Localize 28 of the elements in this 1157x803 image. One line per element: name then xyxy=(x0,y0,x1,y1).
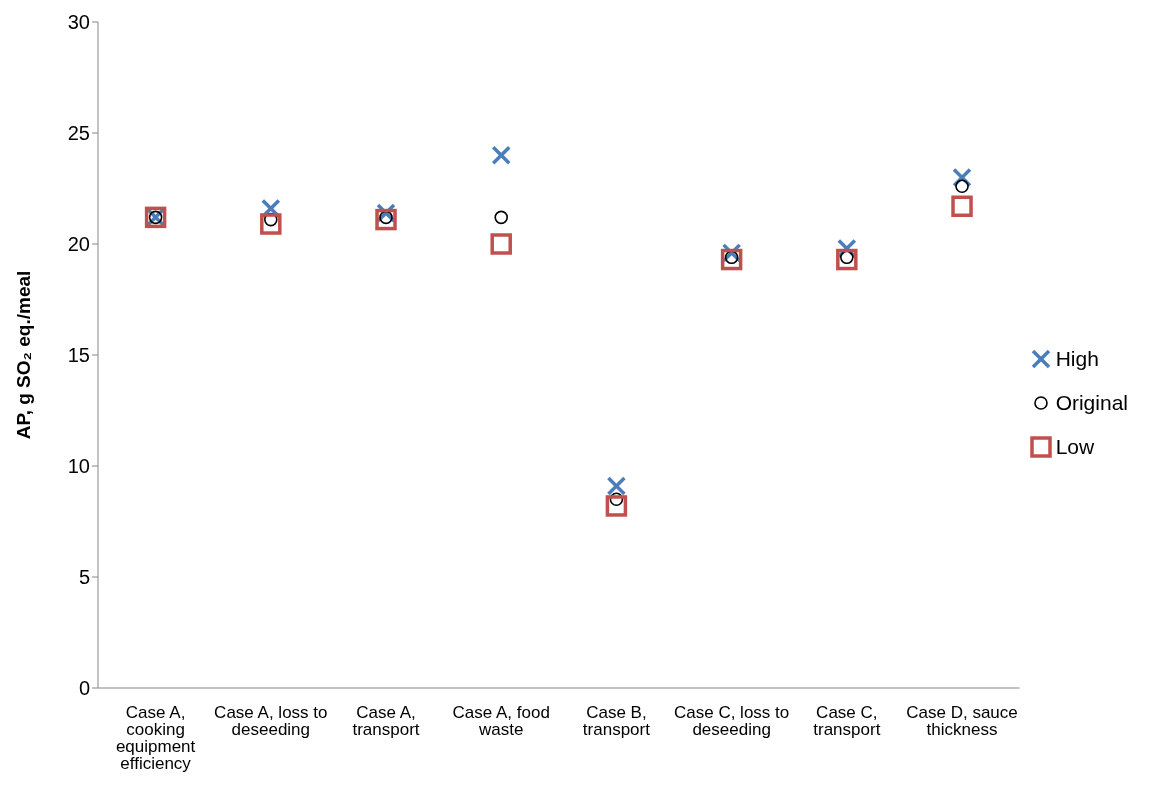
point xyxy=(494,210,509,225)
y-tick-label: 0 xyxy=(78,677,90,700)
x-tick-label: Case A, food waste xyxy=(452,703,550,740)
x-tick-label: Case A, cooking equipment efficiency xyxy=(115,703,196,774)
y-tick-label: 10 xyxy=(67,455,90,478)
legend-label: Low xyxy=(1055,435,1095,459)
y-tick-label: 20 xyxy=(67,233,90,256)
point xyxy=(490,233,512,255)
y-tick-label: 30 xyxy=(67,11,90,34)
legend-label: High xyxy=(1055,347,1099,371)
y-tick-label: 25 xyxy=(67,122,90,145)
x-tick-label: Case A, transport xyxy=(352,703,420,740)
x-tick-label: Case D, sauce thickness xyxy=(906,703,1018,740)
point xyxy=(605,495,628,517)
x-tick-label: Case C, loss to deseeding xyxy=(673,703,790,740)
y-tick-label: 5 xyxy=(78,566,90,589)
y-tick-label: 15 xyxy=(67,344,90,367)
point xyxy=(375,208,397,231)
point xyxy=(260,213,282,235)
point xyxy=(951,195,973,218)
x-tick-label: Case B, transport xyxy=(582,703,651,740)
legend-label: Original xyxy=(1055,391,1128,415)
y-axis-title: AP, g SO₂ eq./meal xyxy=(13,270,34,440)
x-tick-label: Case C, transport xyxy=(813,703,881,740)
point xyxy=(836,248,858,271)
point xyxy=(955,179,969,194)
point xyxy=(720,248,743,271)
x-tick-label: Case A, loss to deseeding xyxy=(214,703,328,740)
